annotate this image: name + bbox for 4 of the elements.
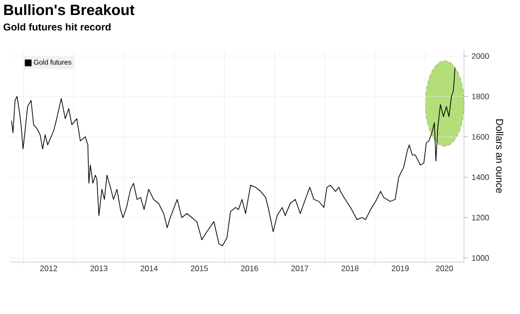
chart-subtitle: Gold futures hit record — [4, 23, 110, 31]
y-axis-title: Dollars an ounce — [496, 119, 504, 193]
chart-title: Bullion's Breakout — [4, 4, 134, 16]
line-series — [11, 68, 456, 246]
